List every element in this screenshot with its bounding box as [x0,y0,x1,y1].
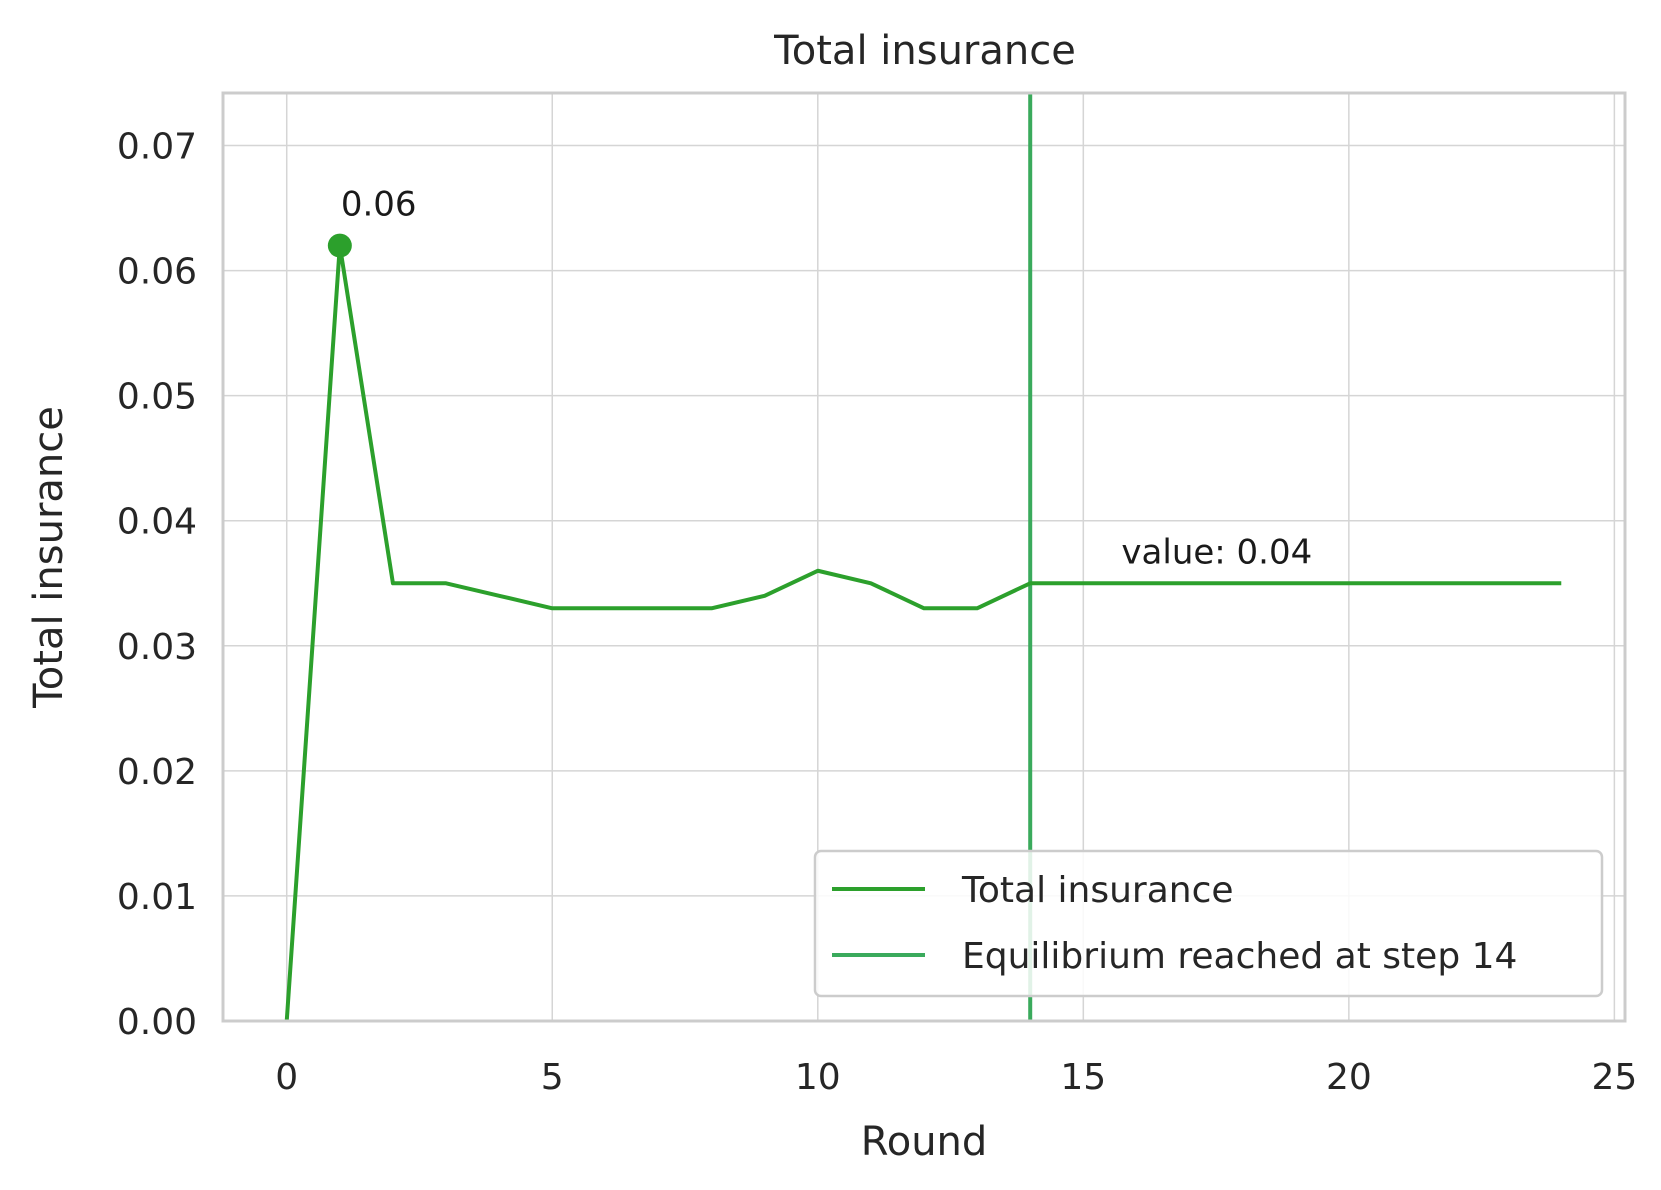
y-axis-label: Total insurance [26,406,72,709]
y-tick-label: 0.06 [117,252,197,293]
legend-label-total-insurance: Total insurance [961,870,1234,911]
y-tick-label: 0.02 [117,752,197,793]
equilibrium-value-label: value: 0.04 [1121,532,1312,572]
legend-label-equilibrium: Equilibrium reached at step 14 [962,936,1517,977]
x-tick-label: 20 [1326,1057,1372,1098]
chart-title: Total insurance [773,28,1076,74]
y-tick-label: 0.00 [117,1002,197,1043]
x-tick-label: 25 [1591,1057,1637,1098]
x-tick-label: 0 [275,1057,298,1098]
y-tick-label: 0.03 [117,627,197,668]
plot-frame [221,91,1627,1023]
peak-marker [327,233,352,258]
x-tick-label: 5 [541,1057,564,1098]
y-tick-label: 0.01 [117,877,197,918]
x-axis-ticks: 0 5 10 15 20 25 [275,1057,1637,1098]
y-tick-label: 0.07 [117,127,197,168]
y-axis-ticks: 0.00 0.01 0.02 0.03 0.04 0.05 0.06 0.07 [117,127,197,1043]
legend-box [813,849,1604,998]
y-tick-label: 0.05 [117,377,197,418]
grid [223,93,1625,1022]
legend: Total insurance Equilibrium reached at s… [813,849,1604,998]
x-axis-label: Round [861,1119,988,1165]
series-line-total-insurance [284,243,1562,1022]
x-tick-label: 15 [1060,1057,1106,1098]
annotations: 0.06 value: 0.04 [327,185,1312,572]
y-tick-label: 0.04 [117,502,197,543]
peak-label: 0.06 [341,185,417,225]
x-tick-label: 10 [795,1057,841,1098]
